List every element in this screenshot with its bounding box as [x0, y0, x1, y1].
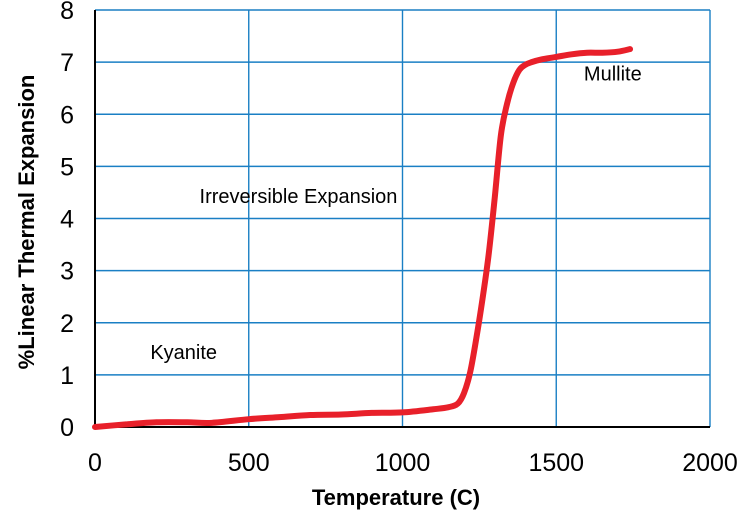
x-tick-label-2: 1000 [375, 449, 431, 477]
x-tick-label-3: 1500 [528, 449, 584, 477]
x-tick-label-0: 0 [88, 449, 102, 477]
x-axis-label: Temperature (C) [312, 485, 480, 510]
y-tick-label-0: 0 [60, 414, 74, 442]
x-tick-label-4: 2000 [682, 449, 738, 477]
x-tick-labels: 0 500 1000 1500 2000 [88, 449, 738, 477]
annotation-0: Kyanite [150, 342, 217, 364]
y-tick-label-1: 1 [60, 362, 74, 390]
axes [94, 10, 710, 428]
series-line [92, 46, 634, 430]
annotations: Kyanite Irreversible Expansion Mullite [150, 63, 641, 364]
y-tick-label-6: 6 [60, 101, 74, 129]
annotation-2: Mullite [584, 63, 642, 85]
y-axis-label: %Linear Thermal Expansion [14, 75, 39, 370]
grid [95, 9, 711, 427]
annotation-1: Irreversible Expansion [200, 186, 398, 208]
y-tick-label-5: 5 [60, 153, 74, 181]
y-tick-label-4: 4 [60, 206, 74, 234]
x-tick-label-1: 500 [228, 449, 270, 477]
y-tick-label-3: 3 [60, 258, 74, 286]
y-tick-label-8: 8 [60, 0, 74, 25]
y-tick-label-2: 2 [60, 310, 74, 338]
y-tick-labels: 0 1 2 3 4 5 6 7 8 [60, 0, 74, 442]
y-tick-label-7: 7 [60, 49, 74, 77]
